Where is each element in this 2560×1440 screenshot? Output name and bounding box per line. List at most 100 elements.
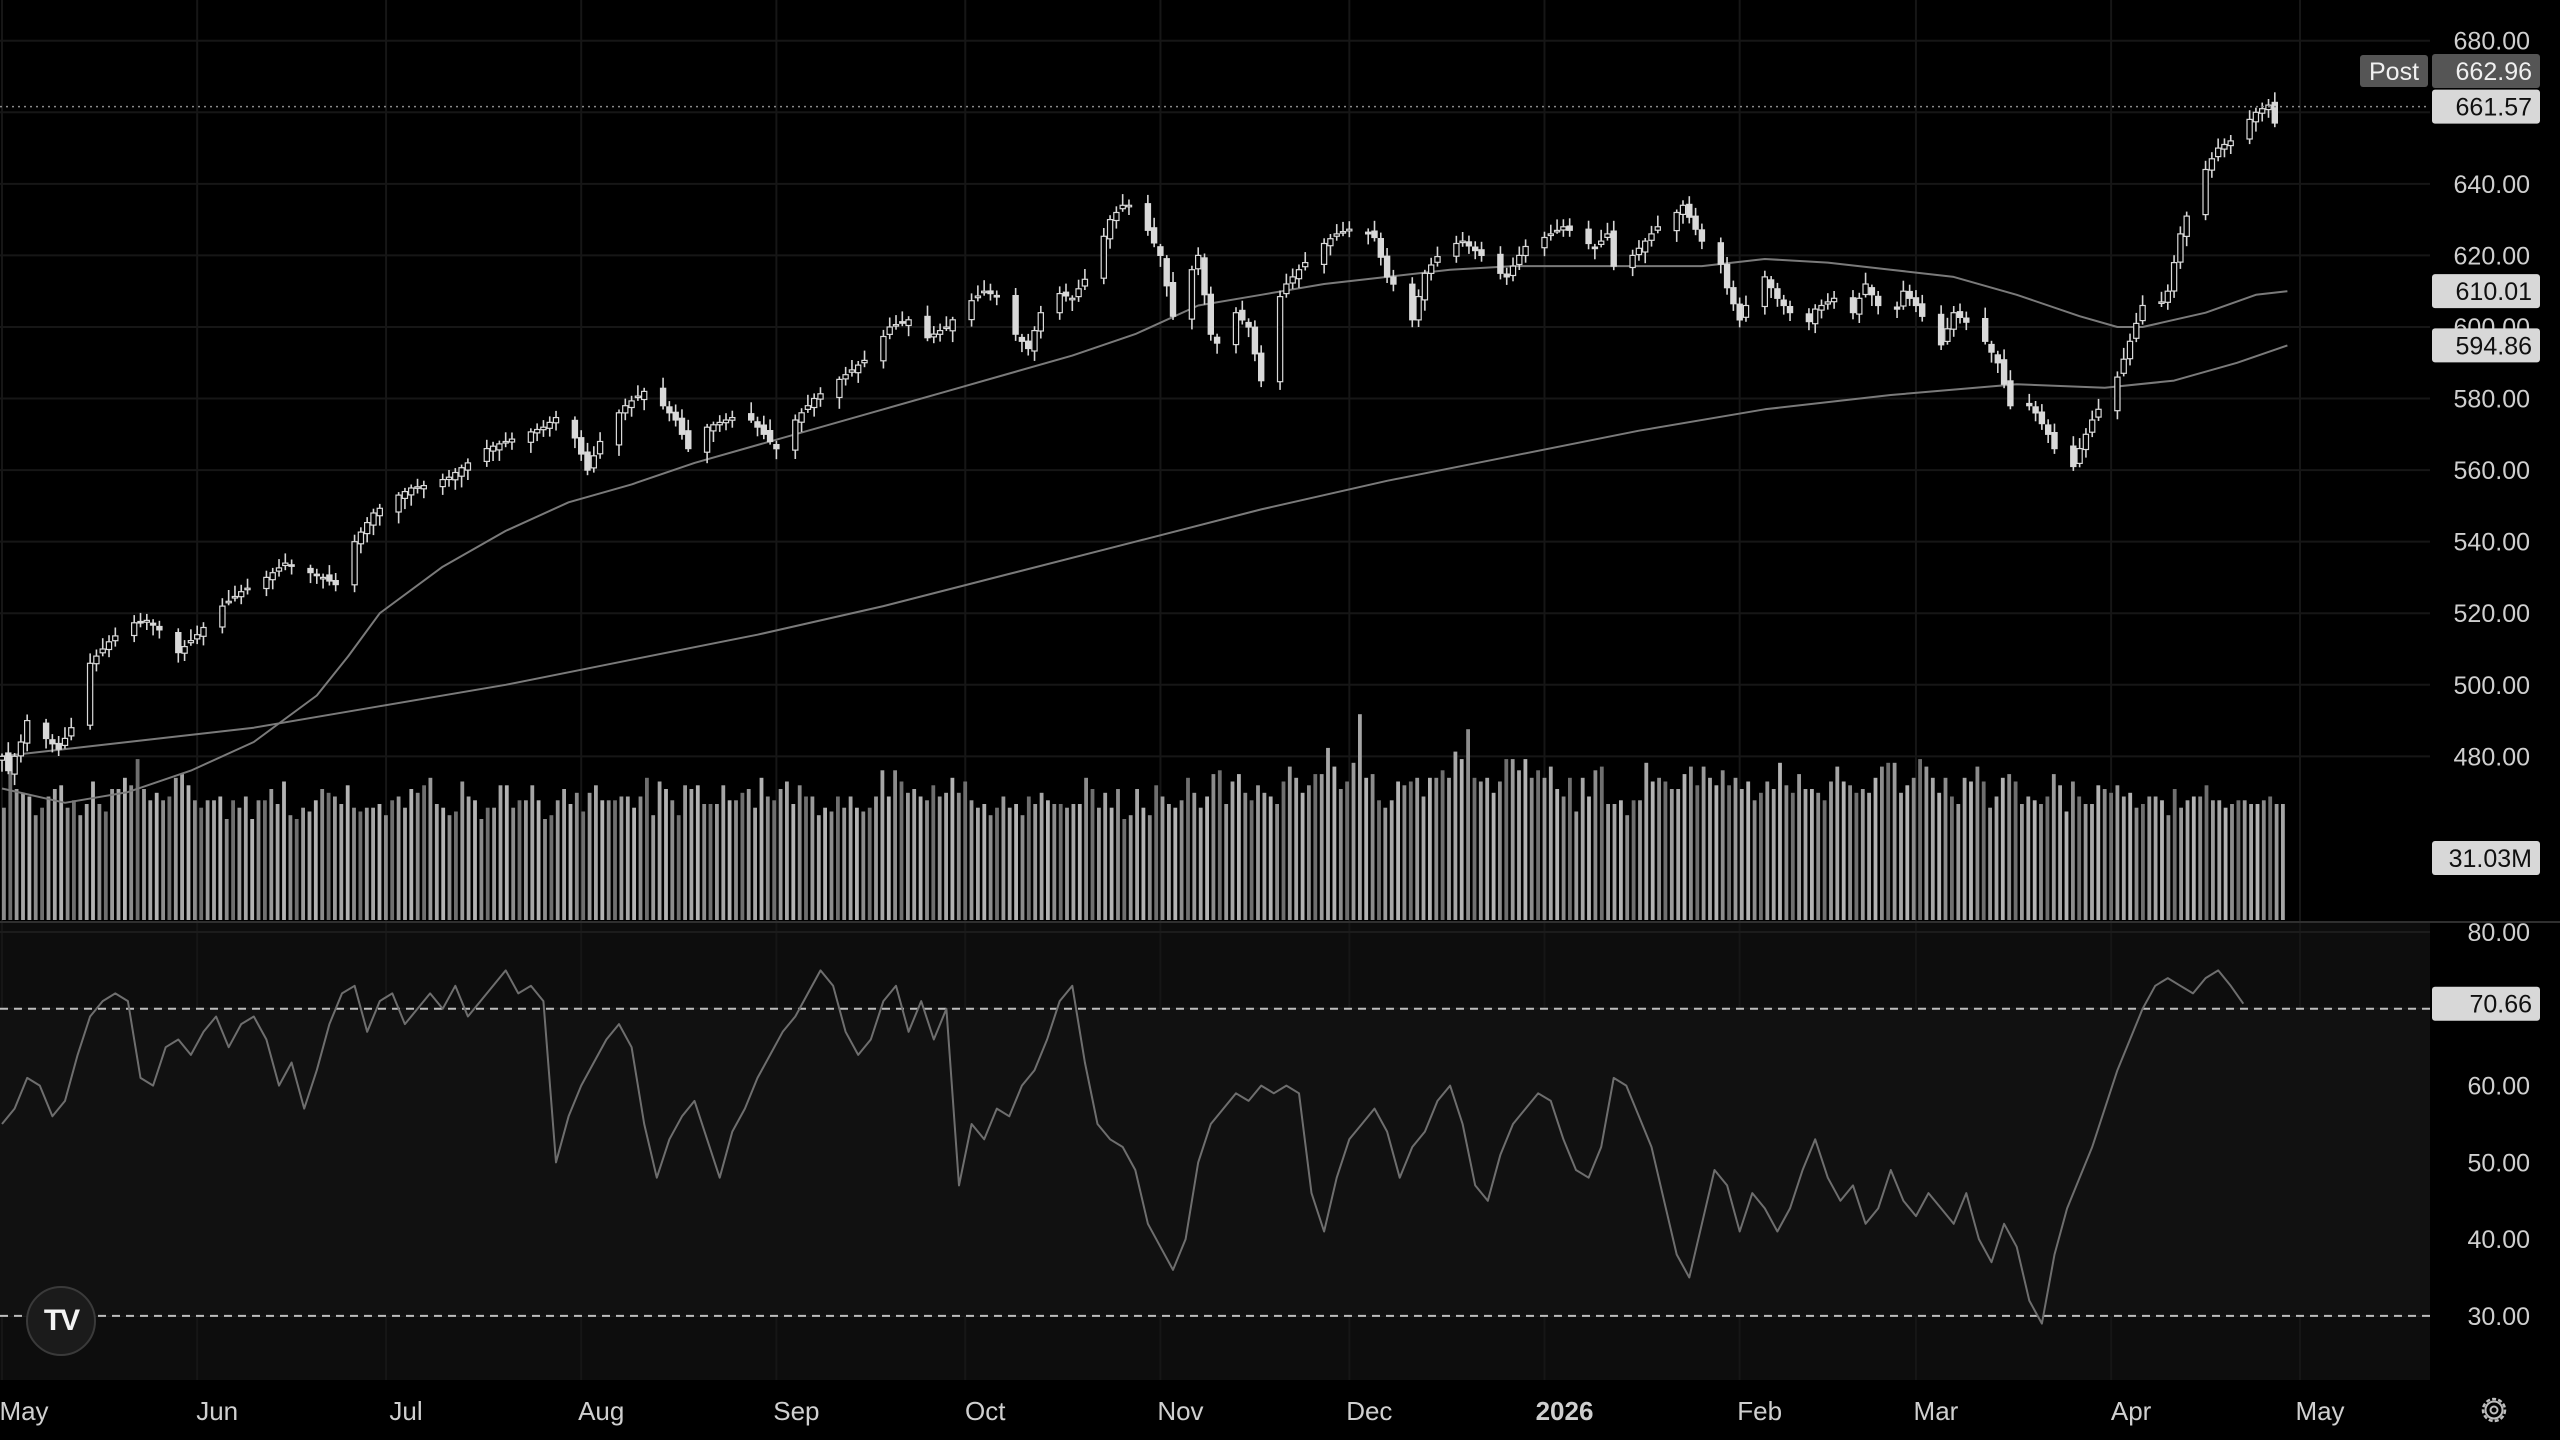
volume-bar <box>836 796 840 920</box>
volume-bar <box>746 789 751 920</box>
candle-up <box>2126 340 2134 360</box>
candle-down <box>1245 321 1252 328</box>
volume-bar <box>1071 804 1076 920</box>
volume-bar <box>2160 800 2164 920</box>
candle-down <box>2271 101 2278 124</box>
volume-bar <box>1816 792 1821 920</box>
candlesticks <box>0 92 2278 786</box>
candle-up <box>1327 238 1334 247</box>
candle-down <box>175 631 182 654</box>
candle-up <box>1950 312 1957 330</box>
volume-bar <box>364 807 369 920</box>
volume-bar <box>925 800 929 920</box>
volume-bar <box>1459 759 1464 920</box>
candle-down <box>571 419 579 439</box>
candle-up <box>1100 235 1107 279</box>
volume-bar <box>84 804 89 920</box>
volume-bar <box>517 800 522 920</box>
volume-bar <box>161 800 165 920</box>
candle-up <box>24 719 31 744</box>
candle-up <box>533 428 541 434</box>
candle-up <box>1339 231 1347 234</box>
volume-bar <box>1033 804 1038 920</box>
candle-down <box>666 406 673 414</box>
candle-down <box>1497 253 1504 274</box>
candle-down <box>1786 306 1794 314</box>
settings-gear-icon[interactable] <box>2476 1392 2512 1428</box>
volume-bar <box>333 796 337 920</box>
candle-up <box>1516 254 1523 266</box>
candle-up <box>1830 297 1838 303</box>
volume-bar <box>1141 807 1146 920</box>
volume-bar <box>1186 777 1190 920</box>
volume-bar <box>893 770 897 920</box>
volume-bar <box>1351 762 1356 920</box>
candle-up <box>886 326 893 336</box>
candle-up <box>99 648 106 654</box>
time-tick-label: Apr <box>2111 1396 2152 1426</box>
volume-bar <box>250 819 255 920</box>
volume-bar <box>1192 792 1197 920</box>
volume-bar <box>1657 777 1661 920</box>
candle-up <box>590 455 598 469</box>
candle-down <box>773 444 780 450</box>
volume-bar <box>148 800 153 920</box>
volume-bar <box>1727 785 1731 920</box>
tradingview-logo-icon[interactable]: TV <box>26 1286 96 1356</box>
volume-bar <box>199 807 204 920</box>
volume-bar <box>326 792 331 920</box>
candle-up <box>892 324 900 327</box>
volume-bar <box>906 792 910 920</box>
candle-up <box>219 605 226 628</box>
volume-bar <box>1307 785 1311 920</box>
volume-bar <box>1052 804 1057 920</box>
volume-bar <box>2249 804 2253 920</box>
candle-down <box>2051 432 2058 450</box>
volume-bar <box>1434 777 1439 920</box>
candle-up <box>414 486 421 489</box>
candle-up <box>710 424 717 432</box>
volume-bar <box>1281 781 1286 920</box>
volume-bar <box>301 807 305 920</box>
candle-up <box>489 445 497 452</box>
price-axis[interactable]: 680.00660.00640.00620.00600.00580.00560.… <box>2454 28 2530 772</box>
volume-bar <box>1517 770 1521 920</box>
volume-bar <box>1103 792 1108 920</box>
post-label-box <box>2360 55 2428 87</box>
volume-bar <box>46 796 51 920</box>
volume-bar <box>2115 785 2120 920</box>
candle-up <box>483 448 491 463</box>
candle-up <box>1509 265 1517 277</box>
candle-up <box>0 755 6 761</box>
volume-bar <box>568 804 573 920</box>
time-axis[interactable]: May Jun Jul Aug Sep Oct Nov Dec 2026 Feb Mar Apr May <box>0 1396 2345 1426</box>
volume-bar <box>358 811 363 920</box>
volume-bar <box>135 759 140 920</box>
candle-down <box>1163 258 1170 287</box>
volume-bar <box>1167 804 1171 920</box>
volume-bar <box>2083 804 2088 920</box>
volume-bar <box>651 815 656 920</box>
ma-slow-tag: 594.86 <box>2456 332 2532 360</box>
volume-bar <box>1739 789 1744 920</box>
ma-fast-tag-box <box>2432 274 2540 309</box>
candle-up <box>810 397 818 409</box>
volume-bar <box>2230 804 2234 920</box>
candle-up <box>2076 448 2083 465</box>
candle-up <box>1597 240 1605 246</box>
rsi-line <box>1 969 2245 1325</box>
rsi-tag: 70.66 <box>2469 991 2532 1019</box>
candle-down <box>1377 238 1384 258</box>
candle-up <box>1283 283 1290 295</box>
volume-bar <box>1338 789 1343 920</box>
candle-up <box>1276 296 1284 383</box>
candle-up <box>105 641 113 651</box>
candle-down <box>678 417 686 435</box>
volume-bar <box>97 804 102 920</box>
volume-bar <box>307 811 312 920</box>
volume-bar <box>492 807 496 920</box>
candle-up <box>1541 236 1548 249</box>
volume-bar <box>1835 766 1840 920</box>
volume-bar <box>1606 804 1610 920</box>
